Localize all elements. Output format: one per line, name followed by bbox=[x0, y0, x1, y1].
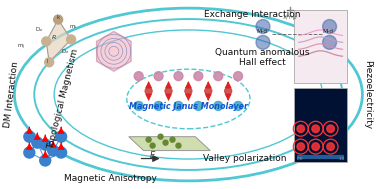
Circle shape bbox=[327, 125, 334, 132]
Text: k: k bbox=[56, 15, 60, 20]
Circle shape bbox=[194, 72, 203, 81]
Circle shape bbox=[214, 72, 223, 81]
Circle shape bbox=[163, 140, 168, 145]
Circle shape bbox=[158, 134, 163, 139]
Circle shape bbox=[256, 19, 270, 33]
Circle shape bbox=[67, 35, 76, 44]
Circle shape bbox=[214, 101, 223, 110]
Text: E: E bbox=[150, 151, 155, 160]
Circle shape bbox=[24, 147, 35, 158]
Circle shape bbox=[32, 137, 43, 148]
Circle shape bbox=[48, 145, 59, 156]
Text: Piezoelectricity: Piezoelectricity bbox=[363, 60, 372, 129]
Text: l: l bbox=[47, 59, 48, 64]
Circle shape bbox=[312, 125, 320, 132]
Text: 0.0: 0.0 bbox=[297, 156, 303, 160]
Circle shape bbox=[176, 143, 181, 148]
Text: Valley polarization: Valley polarization bbox=[203, 154, 287, 163]
Circle shape bbox=[145, 88, 152, 94]
Circle shape bbox=[45, 58, 54, 67]
Circle shape bbox=[256, 35, 270, 49]
Circle shape bbox=[154, 101, 163, 110]
Text: DM Interaction: DM Interaction bbox=[3, 61, 20, 129]
FancyBboxPatch shape bbox=[294, 10, 347, 83]
Text: m$_j$: m$_j$ bbox=[17, 43, 26, 52]
Circle shape bbox=[40, 155, 51, 166]
Circle shape bbox=[194, 101, 203, 110]
Circle shape bbox=[170, 137, 175, 142]
Circle shape bbox=[233, 101, 243, 110]
Circle shape bbox=[185, 88, 192, 94]
Circle shape bbox=[54, 15, 63, 24]
Circle shape bbox=[134, 72, 143, 81]
Circle shape bbox=[323, 19, 337, 33]
Text: Topological Magnetism: Topological Magnetism bbox=[46, 48, 80, 150]
Circle shape bbox=[327, 143, 334, 150]
Text: 1.0: 1.0 bbox=[338, 156, 344, 160]
Text: Magnetic Anisotropy: Magnetic Anisotropy bbox=[64, 174, 157, 183]
Circle shape bbox=[42, 37, 51, 46]
Circle shape bbox=[174, 72, 183, 81]
Text: X/Y-p: X/Y-p bbox=[282, 15, 297, 20]
FancyBboxPatch shape bbox=[294, 88, 347, 162]
Circle shape bbox=[174, 101, 183, 110]
Circle shape bbox=[233, 72, 243, 81]
Polygon shape bbox=[129, 137, 210, 151]
Text: R: R bbox=[52, 35, 56, 40]
Circle shape bbox=[24, 131, 35, 142]
Circle shape bbox=[165, 88, 172, 94]
Circle shape bbox=[312, 143, 320, 150]
Text: m$_i$: m$_i$ bbox=[69, 24, 77, 31]
Text: D$_e$: D$_e$ bbox=[35, 25, 44, 34]
Circle shape bbox=[146, 137, 151, 142]
Text: M-d: M-d bbox=[322, 29, 333, 34]
Polygon shape bbox=[46, 19, 71, 62]
Circle shape bbox=[56, 131, 67, 142]
Circle shape bbox=[225, 88, 232, 94]
Text: Magnetic Janus Monolayer: Magnetic Janus Monolayer bbox=[129, 102, 248, 111]
Text: M-d: M-d bbox=[256, 29, 267, 34]
Text: D$_e$: D$_e$ bbox=[61, 47, 69, 56]
Circle shape bbox=[150, 143, 155, 148]
Text: Quantum anomalous
Hall effect: Quantum anomalous Hall effect bbox=[215, 48, 309, 67]
Circle shape bbox=[297, 143, 305, 150]
Circle shape bbox=[154, 72, 163, 81]
Text: Exchange Interaction: Exchange Interaction bbox=[204, 10, 300, 19]
Circle shape bbox=[134, 101, 143, 110]
Polygon shape bbox=[97, 31, 131, 71]
Circle shape bbox=[297, 125, 305, 132]
Circle shape bbox=[40, 139, 51, 150]
Circle shape bbox=[323, 35, 337, 49]
Circle shape bbox=[205, 88, 212, 94]
Circle shape bbox=[56, 147, 67, 158]
